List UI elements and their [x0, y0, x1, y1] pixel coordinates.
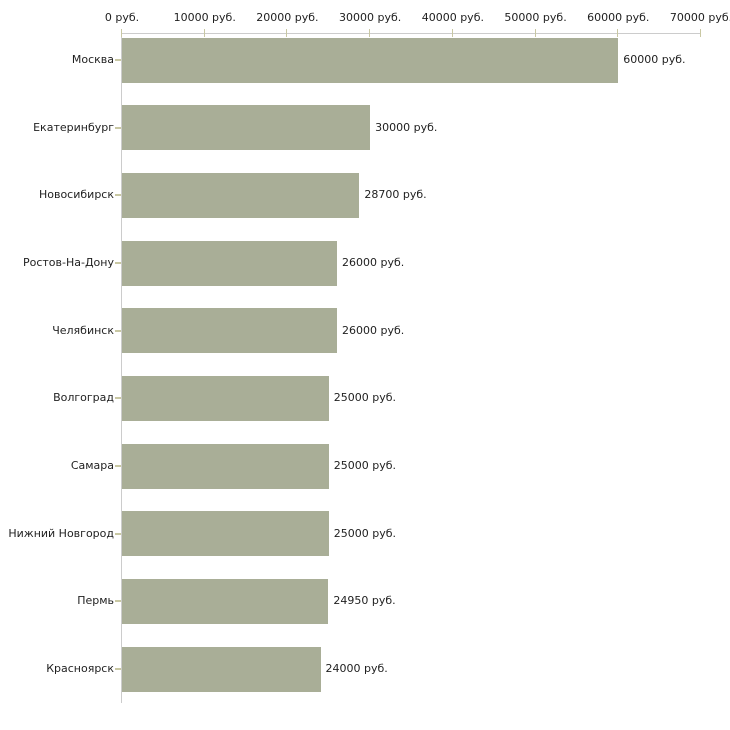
bar-value-label: 28700 руб.: [364, 188, 427, 202]
x-tick-label: 70000 руб.: [669, 11, 730, 24]
x-tick-mark: [121, 29, 122, 37]
bar: [122, 511, 329, 557]
category-label: Екатеринбург: [33, 120, 114, 134]
bar: [122, 37, 619, 83]
x-tick-label: 0 руб.: [104, 11, 140, 24]
x-tick-mark: [534, 29, 536, 37]
bar-value-label: 26000 руб.: [342, 256, 405, 269]
x-tick-mark: [700, 29, 701, 37]
y-tick-mark: [115, 59, 121, 61]
category-label: Красноярск: [46, 662, 114, 676]
category-label: Ростов-На-Дону: [22, 256, 114, 269]
x-tick-label: 50000 руб.: [504, 11, 567, 24]
bar-value-label: 24000 руб.: [325, 662, 388, 676]
x-tick-mark: [203, 29, 205, 37]
y-tick-mark: [115, 532, 121, 535]
y-tick-mark: [115, 465, 121, 468]
bar-value-label: 60000 руб.: [623, 53, 686, 66]
category-label: Пермь: [77, 594, 114, 608]
bar-value-label: 30000 руб.: [375, 120, 438, 134]
bar: [122, 240, 338, 286]
x-tick-label: 30000 руб.: [339, 11, 402, 24]
bar: [122, 308, 338, 354]
category-label: Волгоград: [53, 391, 114, 405]
bar: [122, 375, 329, 421]
category-label: Новосибирск: [38, 188, 114, 202]
bar: [122, 172, 360, 218]
x-tick-mark: [451, 29, 453, 37]
x-tick-label: 60000 руб.: [587, 11, 650, 24]
bar: [122, 443, 329, 489]
x-axis-line: [121, 33, 701, 34]
bar-value-label: 25000 руб.: [333, 459, 397, 473]
bar-value-label: 25000 руб.: [333, 526, 397, 540]
category-label: Самара: [70, 459, 114, 473]
x-tick-mark: [617, 29, 619, 37]
y-axis-line: [121, 33, 122, 703]
x-tick-label: 20000 руб.: [256, 11, 319, 24]
bar: [122, 578, 329, 624]
y-tick-mark: [115, 600, 121, 603]
x-tick-mark: [286, 29, 288, 37]
y-tick-mark: [115, 262, 121, 264]
category-label: Челябинск: [52, 323, 114, 337]
x-tick-label: 10000 руб.: [173, 11, 236, 24]
y-tick-mark: [115, 126, 121, 129]
y-tick-mark: [115, 329, 121, 332]
y-tick-mark: [115, 668, 121, 671]
y-tick-mark: [115, 397, 121, 400]
bar-value-label: 26000 руб.: [342, 323, 405, 337]
category-label: Москва: [71, 53, 114, 66]
bar: [122, 105, 371, 151]
y-tick-mark: [115, 194, 121, 197]
x-tick-label: 40000 руб.: [421, 11, 484, 24]
bar-value-label: 25000 руб.: [333, 391, 397, 405]
category-label: Нижний Новгород: [8, 526, 114, 540]
bar: [122, 646, 321, 692]
bar-value-label: 24950 руб.: [333, 594, 396, 608]
x-tick-mark: [369, 29, 371, 37]
